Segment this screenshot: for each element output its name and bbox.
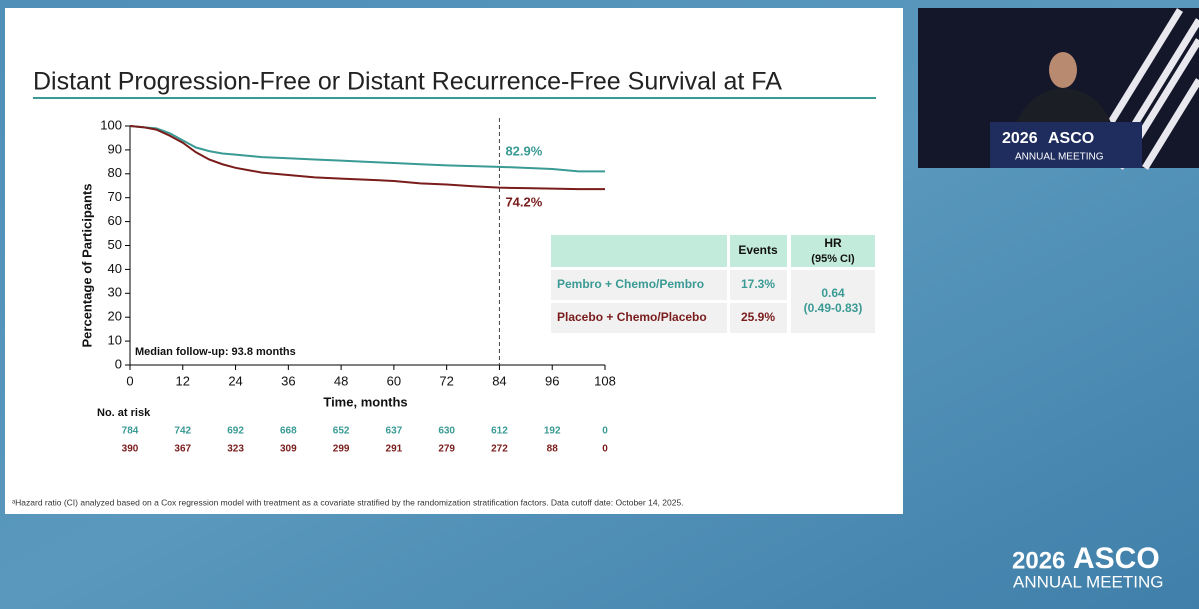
- table-header: Events: [738, 243, 778, 257]
- logo-subtitle: ANNUAL MEETING: [1013, 572, 1164, 591]
- x-tick-label: 24: [228, 373, 242, 388]
- risk-number: 367: [174, 444, 191, 455]
- podium-name: ASCO: [1048, 130, 1094, 147]
- risk-table-title: No. at risk: [97, 407, 151, 419]
- x-axis-label: Time, months: [323, 394, 407, 409]
- table-cell: [730, 303, 787, 333]
- risk-number: 390: [122, 444, 139, 455]
- y-tick-label: 80: [108, 165, 122, 180]
- risk-number: 323: [227, 444, 244, 455]
- risk-number: 192: [544, 426, 561, 437]
- risk-number: 652: [333, 426, 350, 437]
- y-tick-label: 50: [108, 237, 122, 252]
- y-tick-label: 30: [108, 285, 122, 300]
- y-tick-label: 90: [108, 141, 122, 156]
- y-tick-label: 0: [115, 356, 122, 371]
- table-header: (95% CI): [811, 253, 855, 265]
- risk-number: 692: [227, 426, 244, 437]
- table-cell: [730, 270, 787, 300]
- podium-year: 2026: [1002, 130, 1038, 147]
- risk-number: 299: [333, 444, 350, 455]
- risk-number: 0: [602, 444, 608, 455]
- risk-number: 291: [386, 444, 403, 455]
- risk-number: 279: [438, 444, 455, 455]
- y-tick-label: 10: [108, 333, 122, 348]
- x-tick-label: 36: [281, 373, 295, 388]
- x-tick-label: 12: [176, 373, 190, 388]
- risk-number: 668: [280, 426, 297, 437]
- hr-value: 0.64: [821, 286, 845, 300]
- risk-number: 88: [547, 444, 559, 455]
- legend-entry: Pembro + Chemo/Pembro: [557, 277, 704, 291]
- annotation: 82.9%: [505, 143, 542, 158]
- risk-number: 784: [122, 426, 139, 437]
- table-header-cell: [791, 235, 875, 267]
- table-header: HR: [824, 236, 842, 250]
- risk-number: 0: [602, 426, 608, 437]
- events-value: 17.3%: [741, 277, 775, 291]
- y-tick-label: 20: [108, 309, 122, 324]
- logo-year: 2026: [1012, 547, 1065, 574]
- x-tick-label: 84: [492, 373, 506, 388]
- table-header-cell: [551, 235, 727, 267]
- table-cell: [551, 303, 727, 333]
- chart: 0 10 20 30 40 50 60 70 80 90 100 0 12 24 36 48 60 72 84 96 1…: [79, 117, 875, 455]
- table-cell: [551, 270, 727, 300]
- annotation: 74.2%: [505, 194, 542, 209]
- x-tick-label: 48: [334, 373, 348, 388]
- y-tick-label: 40: [108, 261, 122, 276]
- x-tick-label: 60: [387, 373, 401, 388]
- risk-number: 272: [491, 444, 508, 455]
- y-tick-label: 60: [108, 213, 122, 228]
- survival-curve: [129, 125, 605, 173]
- y-tick-label: 70: [108, 189, 122, 204]
- survival-curve: [129, 125, 605, 191]
- hr-ci: (0.49-0.83): [804, 301, 863, 315]
- podium-subtitle: ANNUAL MEETING: [1015, 152, 1104, 163]
- risk-number: 630: [438, 426, 455, 437]
- y-axis-label: Percentage of Participants: [79, 184, 94, 348]
- risk-number: 742: [174, 426, 191, 437]
- legend-entry: Placebo + Chemo/Placebo: [557, 310, 707, 324]
- x-tick-label: 72: [439, 373, 453, 388]
- risk-number: 612: [491, 426, 508, 437]
- risk-number: 637: [386, 426, 403, 437]
- events-value: 25.9%: [741, 310, 775, 324]
- video-inset: 2026 ASCO ANNUAL MEETING: [918, 8, 1199, 170]
- slide-title: Distant Progression-Free or Distant Recu…: [33, 68, 782, 96]
- annotation: Median follow-up: 93.8 months: [135, 346, 296, 358]
- table-cell: [791, 270, 875, 333]
- y-tick-label: 100: [100, 117, 122, 132]
- footnote: ᵃHazard ratio (CI) analyzed based on a C…: [12, 497, 684, 507]
- table-header-cell: [730, 235, 787, 267]
- x-tick-label: 108: [594, 373, 616, 388]
- x-tick-label: 96: [545, 373, 559, 388]
- risk-number: 309: [280, 444, 297, 455]
- logo-name: ASCO: [1073, 542, 1160, 575]
- x-tick-label: 0: [126, 373, 133, 388]
